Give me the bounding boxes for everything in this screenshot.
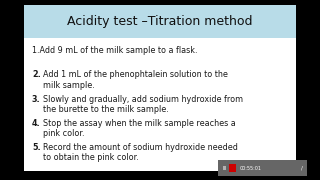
Text: Add 1 mL of the phenophtalein solution to the
milk sample.: Add 1 mL of the phenophtalein solution t… [43, 70, 228, 90]
FancyBboxPatch shape [24, 5, 296, 171]
FancyBboxPatch shape [218, 160, 307, 176]
Text: Slowly and gradually, add sodium hydroxide from
the burette to the milk sample.: Slowly and gradually, add sodium hydroxi… [43, 94, 243, 114]
FancyBboxPatch shape [24, 5, 296, 38]
Text: II: II [222, 166, 227, 171]
Text: Acidity test –Titration method: Acidity test –Titration method [67, 15, 253, 28]
Text: /: / [301, 166, 303, 171]
FancyBboxPatch shape [229, 164, 236, 172]
Text: 2.: 2. [32, 70, 41, 79]
Text: Stop the assay when the milk sample reaches a
pink color.: Stop the assay when the milk sample reac… [43, 119, 236, 138]
Text: 4.: 4. [32, 119, 41, 128]
Text: Record the amount of sodium hydroxide needed
to obtain the pink color.: Record the amount of sodium hydroxide ne… [43, 143, 238, 163]
Text: 00:55:01: 00:55:01 [239, 166, 261, 171]
Text: 5.: 5. [32, 143, 41, 152]
Text: 3.: 3. [32, 94, 41, 103]
Text: 1.Add 9 mL of the milk sample to a flask.: 1.Add 9 mL of the milk sample to a flask… [32, 46, 197, 55]
